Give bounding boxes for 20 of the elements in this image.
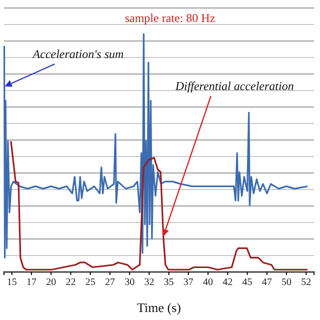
x-tick-label: 42 bbox=[222, 277, 233, 288]
x-axis-title: Time (s) bbox=[137, 300, 181, 315]
x-tick-label: 15 bbox=[6, 277, 17, 288]
x-tick-label: 27 bbox=[104, 277, 115, 288]
x-tick-label: 50 bbox=[282, 277, 292, 288]
x-tick-label: 25 bbox=[85, 277, 96, 288]
annotation: Differential acceleration bbox=[174, 79, 294, 93]
x-tick-label: 40 bbox=[203, 277, 214, 288]
x-tick-label: 17 bbox=[26, 277, 36, 288]
x-tick-label: 20 bbox=[46, 277, 56, 288]
chart-title: sample rate: 80 Hz bbox=[124, 11, 216, 25]
x-tick-label: 37 bbox=[183, 277, 194, 288]
x-tick-label: 47 bbox=[262, 277, 272, 288]
x-tick-label: 30 bbox=[124, 277, 135, 288]
annotation: Acceleration's sum bbox=[32, 47, 124, 61]
x-tick-label: 52 bbox=[301, 277, 312, 288]
x-tick-label: 22 bbox=[66, 277, 76, 288]
x-tick-label: 32 bbox=[144, 277, 154, 288]
x-tick-label: 45 bbox=[242, 277, 252, 288]
x-tick-label: 35 bbox=[164, 277, 174, 288]
